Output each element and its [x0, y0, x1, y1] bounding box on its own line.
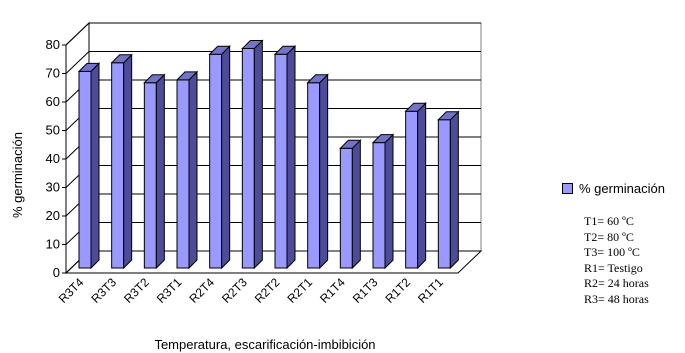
- bar-side: [221, 45, 231, 270]
- bar-side: [188, 70, 198, 270]
- x-tick-labels: R3T4 R3T3 R3T2 R3T1 R2T4 R2T3 R2T2 R2T1 R1T4 R1T3…: [56, 275, 446, 306]
- note-r2: R2= 24 horas: [584, 276, 649, 291]
- bar-side: [319, 73, 329, 270]
- bar-top: [371, 134, 395, 144]
- legend-notes: T1= 60 ºC T2= 80 ºC T3= 100 ºC R1= Testi…: [584, 214, 649, 308]
- legend-label: % germinación: [579, 181, 665, 196]
- bar-front: [307, 82, 321, 269]
- gridline: [65, 22, 481, 46]
- bar-side: [417, 102, 427, 270]
- bar: [143, 73, 166, 270]
- bar-side: [90, 62, 100, 270]
- bar-front: [405, 110, 419, 269]
- bar: [208, 45, 231, 270]
- y-tick-label: 50: [46, 123, 60, 138]
- y-tick-label: 80: [46, 37, 60, 52]
- bar-side: [384, 133, 394, 270]
- bar-top: [437, 111, 460, 121]
- bar-top: [241, 40, 264, 50]
- bar-side: [286, 45, 296, 270]
- note-t2: T2= 80 ºC: [584, 229, 634, 244]
- bar-side: [449, 110, 459, 270]
- bar: [371, 133, 395, 270]
- bar-front: [437, 119, 451, 269]
- bar-front: [339, 147, 353, 269]
- x-tick-label: R1T2: [382, 275, 413, 306]
- y-tick-label: 40: [46, 151, 60, 166]
- x-tick-label: R2T3: [219, 275, 250, 306]
- x-tick-label: R3T4: [56, 275, 87, 306]
- bars: [77, 39, 460, 270]
- bar: [110, 53, 133, 270]
- bar: [175, 70, 199, 270]
- bar-top: [77, 62, 101, 72]
- bar-front: [209, 53, 223, 269]
- bar: [273, 45, 297, 270]
- y-tick-label: 30: [46, 180, 60, 195]
- bar: [306, 73, 329, 270]
- bar-top: [273, 45, 297, 55]
- note-r3: R3= 48 horas: [584, 291, 649, 306]
- y-axis-label: % germinación: [10, 132, 25, 218]
- bar-side: [123, 53, 133, 270]
- bar-top: [143, 74, 166, 84]
- bar-top: [404, 102, 427, 112]
- legend-entry: % germinación: [562, 181, 665, 196]
- bar-side: [155, 73, 165, 270]
- y-tick-label: 10: [46, 237, 60, 252]
- legend-swatch: [562, 183, 573, 194]
- bar: [77, 62, 101, 270]
- bar-top: [110, 54, 133, 64]
- bar-side: [253, 39, 263, 270]
- bar-top: [175, 71, 199, 81]
- bar-top: [208, 45, 231, 55]
- gridline: [65, 51, 481, 74]
- x-tick-label: R1T4: [317, 275, 348, 306]
- x-tick-label: R1T3: [350, 275, 381, 306]
- bar: [339, 139, 362, 270]
- bar: [437, 110, 460, 270]
- x-tick-label: R3T2: [121, 275, 152, 306]
- y-tick-label: 70: [46, 66, 60, 81]
- x-tick-label: R2T1: [284, 275, 315, 306]
- bar-top: [339, 139, 362, 149]
- note-r1: R1= Testigo: [584, 260, 643, 275]
- y-tick-labels: 0 10 20 30 40 50 60 70 80: [46, 37, 66, 280]
- note-t3: T3= 100 ºC: [584, 245, 640, 260]
- bar-front: [78, 70, 92, 269]
- y-tick-label: 20: [46, 208, 60, 223]
- bar: [404, 102, 427, 270]
- x-tick-label: R3T1: [154, 275, 185, 306]
- x-tick-label: R2T4: [186, 275, 217, 306]
- y-tick-label: 60: [46, 94, 60, 109]
- bar-side: [351, 139, 361, 270]
- x-tick-label: R3T3: [88, 275, 119, 306]
- bar-front: [372, 142, 386, 269]
- note-t1: T1= 60 ºC: [584, 214, 634, 228]
- bar-front: [241, 48, 255, 269]
- bar-front: [274, 53, 288, 269]
- x-axis-label: Temperatura, escarificación-imbibición: [154, 337, 375, 352]
- bar: [241, 39, 264, 270]
- bar-front: [143, 82, 157, 269]
- x-tick-label: R1T1: [415, 275, 446, 306]
- bar-front: [111, 62, 125, 269]
- bar-front: [176, 79, 190, 269]
- legend: % germinación: [562, 181, 665, 196]
- y-tick-label: 0: [53, 265, 60, 280]
- bar-top: [306, 74, 329, 84]
- x-tick-label: R2T2: [252, 275, 283, 306]
